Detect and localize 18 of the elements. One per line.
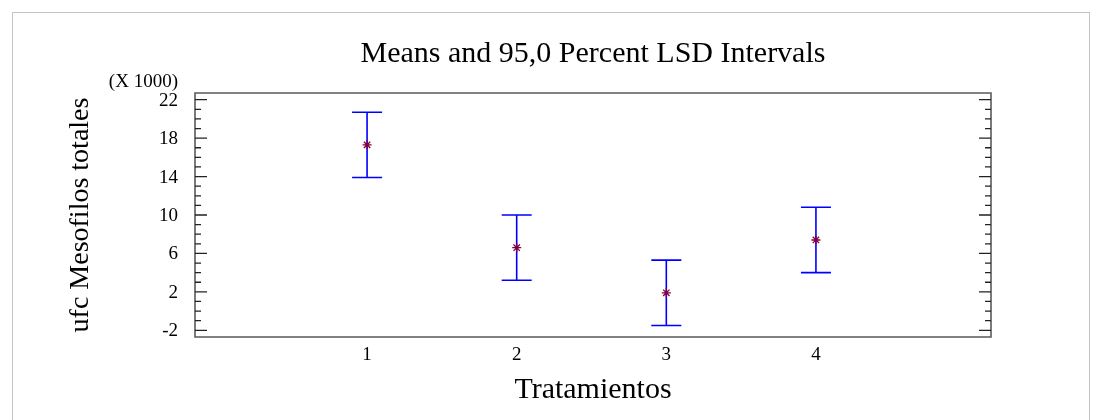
x-tick-label: 3 — [661, 343, 672, 365]
y-tick-label: 2 — [168, 280, 178, 302]
chart-title: Means and 95,0 Percent LSD Intervals — [360, 34, 826, 68]
point — [661, 287, 672, 298]
x-tick-label: 4 — [811, 343, 822, 365]
x-tick-label: 1 — [362, 343, 372, 365]
x-axis-title: Tratamientos — [514, 370, 672, 404]
y-tick-label: 18 — [159, 127, 178, 149]
point — [361, 139, 373, 151]
y-tick-label: -2 — [162, 319, 178, 341]
text: (X 1000) — [108, 70, 178, 92]
y-tick-label: 14 — [159, 165, 179, 187]
y-tick-label: 6 — [168, 242, 178, 264]
y-tick-label: 10 — [159, 203, 178, 225]
point — [810, 234, 822, 246]
x-tick-label: 2 — [511, 343, 522, 365]
y-axis-title: ufc Mesofilos totales — [63, 97, 95, 333]
point — [511, 242, 522, 253]
